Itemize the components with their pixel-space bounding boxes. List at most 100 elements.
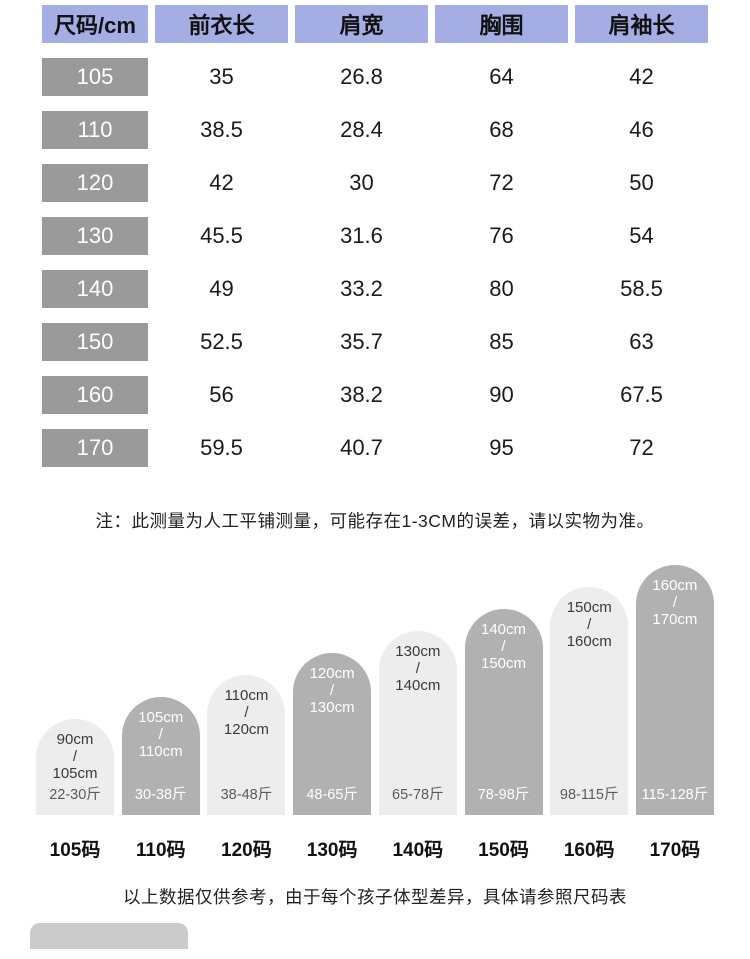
weight-range: 115-128斤 <box>641 787 709 803</box>
value-cell: 63 <box>575 323 708 361</box>
value-cell: 45.5 <box>155 217 288 255</box>
height-top: 105cm <box>138 709 184 726</box>
col-header-front-length: 前衣长 <box>155 5 288 43</box>
slash: / <box>72 748 78 765</box>
size-bar-130: 120cm / 130cm 48-65斤 <box>293 653 372 815</box>
height-bottom: 105cm <box>52 765 98 782</box>
size-bar-160: 150cm / 160cm 98-115斤 <box>550 587 629 815</box>
height-top: 150cm <box>566 599 612 616</box>
value-cell: 72 <box>575 429 708 467</box>
value-cell: 38.2 <box>295 376 428 414</box>
height-top: 160cm <box>652 577 698 594</box>
weight-range: 38-48斤 <box>220 787 273 803</box>
size-cell: 150 <box>42 323 148 361</box>
slash: / <box>244 704 249 721</box>
col-header-sleeve-length: 肩袖长 <box>575 5 708 43</box>
slash: / <box>330 682 335 699</box>
height-bottom: 150cm <box>481 655 527 672</box>
value-cell: 54 <box>575 217 708 255</box>
table-row: 140 49 33.2 80 58.5 <box>42 270 708 308</box>
height-range: 150cm / 160cm <box>550 587 628 650</box>
size-cell: 105 <box>42 58 148 96</box>
value-cell: 49 <box>155 270 288 308</box>
value-cell: 58.5 <box>575 270 708 308</box>
size-label-150: 150码 <box>478 840 529 861</box>
height-range: 160cm / 170cm <box>636 565 714 628</box>
size-bar-170: 160cm / 170cm 115-128斤 <box>635 565 714 815</box>
table-row: 120 42 30 72 50 <box>42 164 708 202</box>
size-label-170: 170码 <box>649 840 701 861</box>
size-cell: 160 <box>42 376 148 414</box>
height-range: 105cm / 110cm <box>122 697 200 760</box>
size-bar-110: 105cm / 110cm 30-38斤 <box>121 697 200 815</box>
height-range: 90cm / 105cm <box>36 719 114 782</box>
value-cell: 72 <box>435 164 568 202</box>
size-table: 尺码/cm 前衣长 肩宽 胸围 肩袖长 105 35 26.8 64 42 11… <box>35 0 715 482</box>
height-bottom: 120cm <box>223 721 269 738</box>
size-label-120: 120码 <box>221 840 272 861</box>
size-bar-150: 140cm / 150cm 78-98斤 <box>464 609 543 815</box>
value-cell: 35 <box>155 58 288 96</box>
table-row: 160 56 38.2 90 67.5 <box>42 376 708 414</box>
value-cell: 80 <box>435 270 568 308</box>
value-cell: 56 <box>155 376 288 414</box>
size-chart-sheet: 尺码/cm 前衣长 肩宽 胸围 肩袖长 105 35 26.8 64 42 11… <box>30 0 715 949</box>
size-cell: 130 <box>42 217 148 255</box>
value-cell: 76 <box>435 217 568 255</box>
size-label-160: 160码 <box>563 840 615 861</box>
height-bottom: 170cm <box>652 611 698 628</box>
height-bottom: 130cm <box>309 699 355 716</box>
weight-range: 48-65斤 <box>306 787 358 803</box>
table-row: 130 45.5 31.6 76 54 <box>42 217 708 255</box>
table-header-row: 尺码/cm 前衣长 肩宽 胸围 肩袖长 <box>42 5 708 43</box>
size-cell: 140 <box>42 270 148 308</box>
slash: / <box>587 616 592 633</box>
value-cell: 67.5 <box>575 376 708 414</box>
height-range: 120cm / 130cm <box>293 653 371 716</box>
height-top: 120cm <box>309 665 355 682</box>
height-weight-chart: 90cm / 105cm 22-30斤 105cm / 110cm 30-38斤… <box>36 565 714 815</box>
table-row: 150 52.5 35.7 85 63 <box>42 323 708 361</box>
value-cell: 50 <box>575 164 708 202</box>
value-cell: 33.2 <box>295 270 428 308</box>
height-top: 140cm <box>481 621 527 638</box>
table-row: 110 38.5 28.4 68 46 <box>42 111 708 149</box>
next-section-partial <box>30 923 188 949</box>
height-range: 140cm / 150cm <box>465 609 543 672</box>
disclaimer-note: 以上数据仅供参考，由于每个孩子体型差异，具体请参照尺码表 <box>123 887 627 907</box>
value-cell: 68 <box>435 111 568 149</box>
slash: / <box>415 660 420 677</box>
value-cell: 40.7 <box>295 429 428 467</box>
value-cell: 85 <box>435 323 568 361</box>
weight-range: 65-78斤 <box>392 787 444 803</box>
value-cell: 42 <box>155 164 288 202</box>
value-cell: 26.8 <box>295 58 428 96</box>
value-cell: 31.6 <box>295 217 428 255</box>
size-labels-row: 105码 110码 120码 130码 140码 150码 160码 170码 <box>36 835 714 862</box>
size-label-130: 130码 <box>306 840 358 861</box>
value-cell: 90 <box>435 376 568 414</box>
measurement-note: 注：此测量为人工平铺测量，可能存在1-3CM的误差，请以实物为准。 <box>95 511 655 531</box>
size-bar-105: 90cm / 105cm 22-30斤 <box>36 719 114 815</box>
slash: / <box>501 638 506 655</box>
weight-range: 98-115斤 <box>559 787 619 803</box>
size-label-110: 110码 <box>135 840 186 861</box>
value-cell: 59.5 <box>155 429 288 467</box>
value-cell: 42 <box>575 58 708 96</box>
height-top: 130cm <box>395 643 441 660</box>
col-header-chest: 胸围 <box>435 5 568 43</box>
size-bar-140: 130cm / 140cm 65-78斤 <box>378 631 457 815</box>
height-bottom: 110cm <box>138 743 183 760</box>
height-top: 110cm <box>224 687 269 704</box>
height-bottom: 160cm <box>566 633 612 650</box>
size-cell: 120 <box>42 164 148 202</box>
size-cell: 170 <box>42 429 148 467</box>
col-header-shoulder-width: 肩宽 <box>295 5 428 43</box>
value-cell: 30 <box>295 164 428 202</box>
table-row: 170 59.5 40.7 95 72 <box>42 429 708 467</box>
value-cell: 46 <box>575 111 708 149</box>
col-header-size: 尺码/cm <box>42 5 148 43</box>
size-bar-120: 110cm / 120cm 38-48斤 <box>207 675 286 815</box>
value-cell: 52.5 <box>155 323 288 361</box>
slash: / <box>672 594 677 611</box>
